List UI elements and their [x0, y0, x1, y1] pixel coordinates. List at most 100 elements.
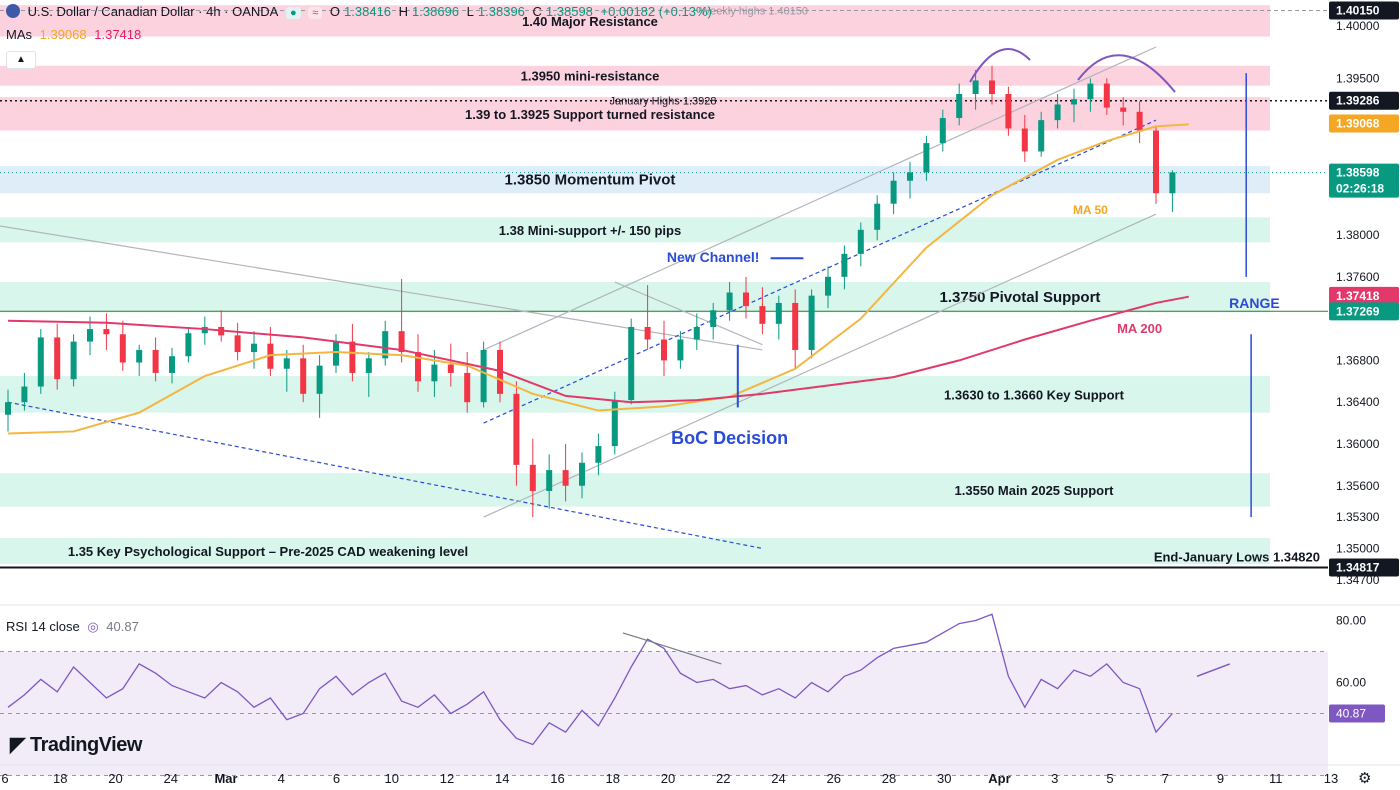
candle-body — [513, 393, 520, 465]
rsi-legend[interactable]: RSI 14 close ◎ 40.87 — [6, 619, 143, 635]
time-tick: 6 — [1, 771, 8, 786]
price-tick: 1.36400 — [1336, 395, 1380, 409]
candle-body — [857, 229, 864, 254]
candle-body — [464, 372, 471, 403]
candle-body — [480, 349, 487, 403]
candle-body — [890, 180, 897, 204]
zone-band — [0, 217, 1270, 243]
candle-body — [1021, 128, 1028, 152]
candle-body — [1038, 120, 1045, 152]
candle-body — [87, 329, 93, 342]
price-badge — [1329, 163, 1399, 182]
zone-label: 1.3750 Pivotal Support — [940, 289, 1101, 306]
time-tick: 11 — [1269, 771, 1283, 786]
price-badge-text: 1.40150 — [1336, 3, 1380, 17]
zone-band — [0, 65, 1270, 86]
price-badge — [1329, 302, 1399, 321]
candle-body — [1071, 99, 1077, 105]
zone-label: 1.3550 Main 2025 Support — [955, 483, 1115, 498]
time-tick: 24 — [771, 771, 785, 786]
rsi-arrow — [1196, 663, 1231, 678]
price-badge — [1329, 1, 1399, 20]
price-tick: 1.36000 — [1336, 437, 1380, 451]
candle-body — [1005, 94, 1012, 129]
candle-body — [759, 306, 766, 324]
candle-body — [792, 302, 799, 350]
candle-body — [1054, 104, 1061, 121]
price-badge-text: 1.39068 — [1336, 116, 1380, 130]
symbol-legend[interactable]: U.S. Dollar / Canadian Dollar · 4h · OAN… — [6, 4, 716, 19]
zone-label: 1.40 Major Resistance — [522, 14, 658, 29]
candle-body — [316, 365, 323, 394]
candle-body — [251, 343, 257, 353]
time-tick: 24 — [164, 771, 178, 786]
candle-body — [21, 386, 28, 403]
zone-band — [0, 282, 1270, 313]
zone-label: 1.38 Mini-support +/- 150 pips — [499, 223, 681, 238]
mas-label: MAs — [6, 27, 32, 42]
candle-body — [595, 446, 602, 463]
level-label: January Highs 1.3928 — [609, 96, 716, 108]
rsi-badge-text: 40.87 — [1336, 707, 1366, 721]
candle-body — [841, 253, 848, 277]
rsi-tick: 60.00 — [1336, 676, 1366, 690]
indicator-eye-icon[interactable]: ● — [285, 7, 301, 19]
time-tick: Mar — [214, 771, 237, 786]
zone-band — [0, 537, 1270, 565]
candle-body — [562, 470, 569, 486]
time-tick: 20 — [108, 771, 122, 786]
candle-body — [677, 339, 684, 361]
price-badge-text: 1.37269 — [1336, 304, 1380, 318]
price-tick: 1.39500 — [1336, 71, 1380, 85]
rsi-tick: 80.00 — [1336, 614, 1366, 628]
candle-body — [1169, 172, 1176, 194]
candle-body — [628, 326, 635, 401]
candle-body — [300, 358, 307, 394]
tradingview-logo-text: TradingView — [29, 734, 142, 756]
candle-body — [70, 341, 77, 380]
time-tick: 28 — [882, 771, 896, 786]
candle-body — [169, 356, 175, 373]
tradingview-logo[interactable]: ◤ TradingView — [10, 732, 142, 757]
zone-label: 1.3850 Momentum Pivot — [505, 172, 676, 189]
chart-settings-icon[interactable]: ⚙ — [1358, 770, 1372, 787]
open-value: 1.38416 — [344, 4, 392, 19]
lower-dashed-trendline — [7, 401, 763, 550]
mas-legend[interactable]: MAs 1.39068 1.37418 — [6, 27, 145, 42]
candle-body — [743, 292, 749, 307]
time-tick: 4 — [278, 771, 285, 786]
candle-body — [103, 329, 110, 335]
channel-lower-line — [483, 213, 1157, 518]
time-axis[interactable]: 6 18 20 24 Mar 4 6 10 12 14 16 18 20 22 24 26 28 30 Apr 3 5 7… — [0, 764, 1400, 786]
zone-label: 1.39 to 1.3925 Support turned resistance — [465, 107, 715, 122]
candle-body — [579, 462, 585, 486]
candle-body — [644, 326, 651, 340]
low-label: L — [466, 4, 474, 19]
candle-body — [546, 470, 553, 491]
ma50-value: 1.39068 — [39, 27, 87, 42]
price-badge — [1329, 286, 1399, 305]
time-tick: Apr — [988, 771, 1010, 786]
rsi-settings-icon[interactable]: ◎ — [87, 619, 99, 634]
time-tick: 20 — [661, 771, 675, 786]
candle-body — [333, 341, 339, 366]
candle-body — [382, 331, 389, 359]
candle-body — [825, 276, 831, 296]
chart-annotation: MA 200 — [1117, 321, 1162, 336]
price-badge — [1329, 179, 1399, 198]
candle-body — [185, 333, 192, 357]
level-label: End-January Lows 1.34820 — [1154, 550, 1320, 565]
price-axis[interactable]: 1.40000 1.39500 1.38000 1.37600 1.36800 1.364… — [1328, 0, 1400, 600]
chart-annotation: New Channel! — [667, 249, 760, 265]
candle-body — [136, 349, 143, 363]
indicator-wave-icon[interactable]: ≈ — [308, 7, 323, 19]
close-value: 1.38598 — [545, 4, 593, 19]
time-tick: 16 — [550, 771, 564, 786]
shoulder-arc — [969, 48, 1031, 83]
candle-body — [1120, 107, 1127, 112]
time-tick: 14 — [495, 771, 509, 786]
time-tick: 26 — [827, 771, 841, 786]
zones-layer: 1.40 Major Resistance 1.3950 mini-resista… — [0, 5, 1270, 565]
collapse-legend-button[interactable]: ▲ — [6, 51, 36, 69]
